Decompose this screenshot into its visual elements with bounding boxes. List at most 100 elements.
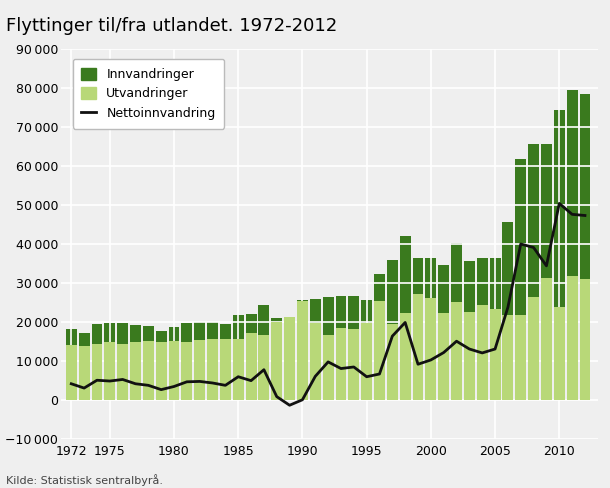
Nettoinnvandring [453, 338, 460, 344]
Bar [117, 344, 128, 400]
Bar [79, 333, 90, 400]
Bar [143, 326, 154, 400]
Legend: Innvandringer, Utvandringer, Nettoinnvandring: Innvandringer, Utvandringer, Nettoinnvan… [73, 59, 224, 129]
Bar [503, 315, 514, 400]
Bar [477, 258, 487, 400]
Nettoinnvandring [119, 377, 126, 383]
Bar [271, 318, 282, 400]
Bar [400, 236, 411, 400]
Bar [567, 90, 578, 400]
Nettoinnvandring [440, 349, 447, 355]
Bar [168, 327, 179, 400]
Bar [348, 329, 359, 400]
Bar [194, 341, 205, 400]
Bar [233, 315, 243, 400]
Nettoinnvandring [543, 263, 550, 269]
Bar [580, 279, 590, 400]
Bar [284, 317, 295, 400]
Bar [477, 305, 487, 400]
Bar [259, 335, 270, 400]
Bar [130, 325, 141, 400]
Bar [323, 335, 334, 400]
Bar [310, 299, 321, 400]
Bar [464, 312, 475, 400]
Nettoinnvandring [221, 383, 229, 388]
Nettoinnvandring [465, 346, 473, 352]
Bar [464, 261, 475, 400]
Bar [220, 324, 231, 400]
Bar [490, 309, 501, 400]
Text: Flyttinger til/fra utlandet. 1972-2012: Flyttinger til/fra utlandet. 1972-2012 [6, 17, 337, 35]
Bar [220, 339, 231, 400]
Bar [361, 300, 372, 400]
Bar [528, 297, 539, 400]
Nettoinnvandring [145, 383, 152, 388]
Bar [412, 294, 423, 400]
Text: Kilde: Statistisk sentralbyrå.: Kilde: Statistisk sentralbyrå. [6, 474, 163, 486]
Bar [554, 307, 565, 400]
Bar [580, 95, 590, 400]
Nettoinnvandring [569, 211, 576, 217]
Nettoinnvandring [273, 394, 281, 400]
Bar [425, 258, 436, 400]
Nettoinnvandring [401, 320, 409, 325]
Bar [310, 323, 321, 400]
Nettoinnvandring [427, 357, 434, 363]
Bar [168, 341, 179, 400]
Nettoinnvandring [337, 366, 345, 371]
Bar [117, 323, 128, 400]
Bar [207, 322, 218, 400]
Nettoinnvandring [157, 386, 165, 392]
Bar [554, 110, 565, 400]
Nettoinnvandring [312, 373, 319, 379]
Bar [490, 258, 501, 400]
Nettoinnvandring [132, 381, 139, 386]
Bar [361, 323, 372, 400]
Bar [92, 324, 102, 400]
Bar [181, 323, 192, 400]
Nettoinnvandring [530, 244, 537, 250]
Nettoinnvandring [299, 397, 306, 403]
Bar [374, 274, 385, 400]
Nettoinnvandring [556, 201, 563, 206]
Nettoinnvandring [581, 213, 589, 219]
Bar [233, 339, 243, 400]
Nettoinnvandring [209, 380, 216, 386]
Nettoinnvandring [93, 377, 101, 383]
Nettoinnvandring [325, 359, 332, 365]
Nettoinnvandring [81, 385, 88, 391]
Bar [515, 315, 526, 400]
Bar [503, 222, 514, 400]
Bar [451, 302, 462, 400]
Bar [66, 329, 77, 400]
Bar [438, 313, 449, 400]
Bar [515, 159, 526, 400]
Bar [387, 324, 398, 400]
Bar [246, 333, 257, 400]
Nettoinnvandring [68, 381, 75, 386]
Bar [412, 258, 423, 400]
Nettoinnvandring [183, 379, 190, 385]
Bar [425, 298, 436, 400]
Nettoinnvandring [106, 378, 113, 384]
Nettoinnvandring [414, 361, 422, 367]
Nettoinnvandring [260, 367, 268, 373]
Nettoinnvandring [286, 402, 293, 408]
Bar [567, 276, 578, 400]
Bar [297, 300, 308, 400]
Bar [271, 322, 282, 400]
Nettoinnvandring [363, 374, 370, 380]
Bar [438, 265, 449, 400]
Bar [400, 313, 411, 400]
Bar [92, 344, 102, 400]
Nettoinnvandring [170, 384, 178, 389]
Bar [374, 301, 385, 400]
Line: Nettoinnvandring: Nettoinnvandring [71, 203, 585, 405]
Nettoinnvandring [350, 364, 357, 370]
Bar [156, 342, 167, 400]
Bar [66, 345, 77, 400]
Nettoinnvandring [517, 241, 525, 247]
Bar [541, 144, 552, 400]
Bar [207, 339, 218, 400]
Bar [451, 243, 462, 400]
